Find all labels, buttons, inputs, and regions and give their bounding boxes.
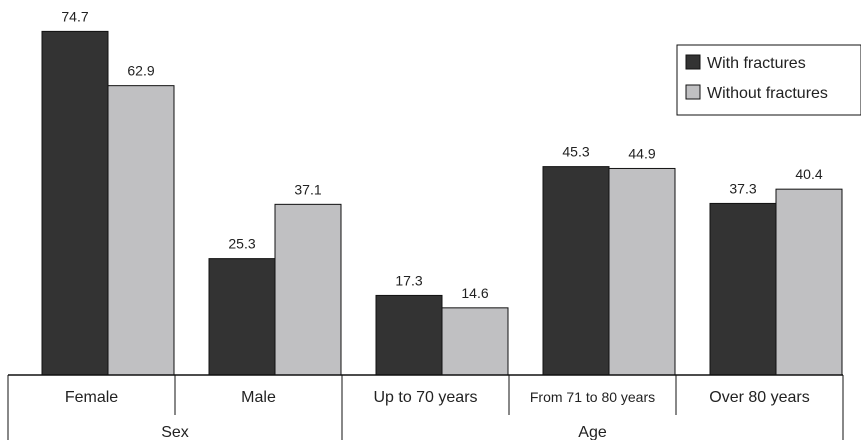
legend-swatch-without-fractures <box>685 84 701 100</box>
bar-male-with-fractures <box>208 258 276 376</box>
value-label-male-with-fractures: 25.3 <box>228 236 255 252</box>
bar-over-80-years-with-fractures <box>709 202 777 376</box>
bar-female-with-fractures <box>41 30 109 376</box>
bar-over-80-years-without-fractures <box>775 188 843 376</box>
legend-swatch-with-fractures <box>685 54 701 70</box>
category-label-female: Female <box>65 389 118 406</box>
value-label-over-80-years-with-fractures: 37.3 <box>729 180 756 196</box>
category-label-from-71-to-80-years: From 71 to 80 years <box>530 389 655 405</box>
bar-up-to-70-years-with-fractures <box>375 294 443 376</box>
category-label-over-80-years: Over 80 years <box>709 389 809 406</box>
value-label-from-71-to-80-years-with-fractures: 45.3 <box>562 144 589 160</box>
value-label-female-without-fractures: 62.9 <box>127 63 154 79</box>
bar-up-to-70-years-without-fractures <box>441 307 509 376</box>
legend: With fractures Without fractures <box>676 44 861 116</box>
group-label-age: Age <box>578 424 607 440</box>
legend-label-without-fractures: Without fractures <box>707 85 828 102</box>
value-labels-layer: 74.7 62.9 25.3 37.1 17.3 14.6 45.3 44.9 37.3 40.4 <box>61 8 822 300</box>
bar-female-without-fractures <box>107 85 175 376</box>
value-label-male-without-fractures: 37.1 <box>294 181 321 197</box>
bar-male-without-fractures <box>274 203 342 376</box>
category-axis: Female Male Up to 70 years From 71 to 80 ye… <box>7 374 844 440</box>
bar-from-71-to-80-years-without-fractures <box>608 167 676 376</box>
value-label-over-80-years-without-fractures: 40.4 <box>795 166 822 182</box>
value-label-up-to-70-years-without-fractures: 14.6 <box>461 285 488 301</box>
category-label-male: Male <box>241 389 276 406</box>
bar-from-71-to-80-years-with-fractures <box>542 166 610 376</box>
category-label-up-to-70-years: Up to 70 years <box>373 389 477 406</box>
bars-layer <box>41 30 843 376</box>
value-label-from-71-to-80-years-without-fractures: 44.9 <box>628 145 655 161</box>
legend-label-with-fractures: With fractures <box>707 55 806 72</box>
value-label-female-with-fractures: 74.7 <box>61 8 88 24</box>
legend-box <box>676 44 861 116</box>
group-label-sex: Sex <box>161 424 189 440</box>
value-label-up-to-70-years-with-fractures: 17.3 <box>395 272 422 288</box>
